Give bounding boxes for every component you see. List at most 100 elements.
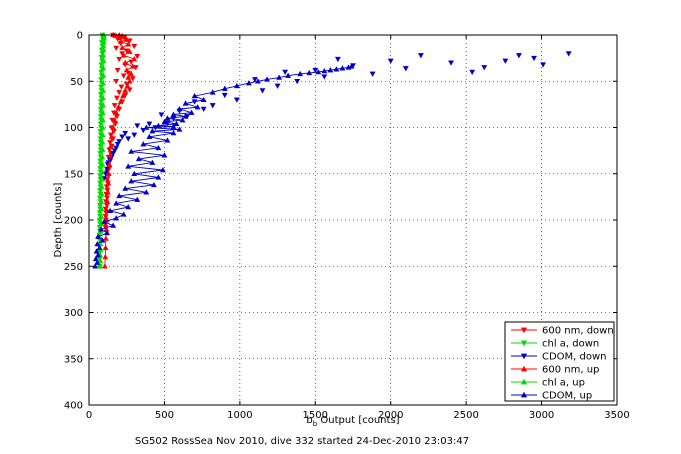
data-point (122, 185, 129, 191)
data-point (294, 79, 301, 85)
data-point (448, 60, 454, 66)
data-point (259, 88, 266, 94)
data-point (116, 56, 123, 63)
data-point (94, 259, 101, 265)
data-point (502, 58, 509, 64)
legend-marker (520, 327, 528, 334)
data-point (113, 109, 120, 115)
data-point (92, 263, 98, 269)
data-point (285, 72, 292, 78)
data-point (98, 191, 105, 197)
data-point (100, 39, 107, 45)
data-point (176, 105, 183, 112)
data-point (315, 68, 322, 75)
legend-marker (520, 353, 528, 360)
data-point (107, 142, 114, 149)
data-point (102, 244, 109, 250)
data-point (540, 62, 546, 68)
data-point (101, 218, 107, 225)
data-point (117, 98, 124, 104)
data-point (106, 161, 113, 167)
data-point (100, 43, 107, 49)
data-point (131, 56, 138, 62)
data-point (99, 146, 106, 152)
legend-marker (520, 378, 528, 385)
y-tick-label: 300 (64, 308, 83, 319)
data-point (119, 44, 126, 51)
data-point (481, 65, 488, 71)
data-point (209, 103, 216, 109)
data-point (114, 67, 121, 74)
data-point (125, 163, 132, 169)
data-point (182, 113, 189, 119)
data-point (99, 161, 106, 167)
data-point (335, 56, 341, 63)
data-point (264, 76, 270, 82)
series-5 (92, 63, 355, 269)
y-tick-label: 200 (64, 216, 83, 227)
data-point (149, 159, 156, 165)
data-point (110, 222, 117, 228)
data-point (128, 178, 135, 184)
data-point (99, 109, 106, 115)
x-tick-label: 1000 (227, 410, 252, 421)
data-point (100, 72, 107, 78)
data-point (134, 196, 141, 202)
data-point (105, 170, 112, 176)
data-point (129, 63, 136, 69)
data-point (98, 213, 104, 219)
data-point (297, 70, 304, 77)
data-point (120, 73, 127, 79)
data-point (110, 124, 117, 130)
data-point (95, 233, 101, 239)
data-point (274, 83, 281, 89)
data-point (110, 151, 117, 157)
data-point (97, 257, 104, 263)
data-point (122, 59, 129, 65)
data-point (100, 57, 107, 64)
data-point (282, 69, 289, 76)
data-point (276, 74, 282, 80)
x-tick-label: 2500 (453, 410, 478, 421)
data-point (119, 134, 126, 140)
data-point (115, 104, 122, 110)
data-point (100, 46, 107, 53)
data-point (134, 123, 141, 129)
x-tick-label: 1500 (303, 410, 328, 421)
data-point (101, 263, 108, 269)
data-point (143, 124, 150, 130)
y-tick-label: 250 (64, 262, 83, 273)
y-tick-label: 400 (64, 401, 83, 412)
data-point (120, 211, 127, 217)
series-layer (92, 31, 572, 270)
data-point (100, 87, 107, 93)
data-point (369, 71, 376, 77)
data-point (93, 248, 100, 254)
data-point (96, 244, 103, 250)
data-point (113, 45, 120, 51)
chart-caption: SG502 RossSea Nov 2010, dive 332 started… (135, 436, 469, 447)
x-axis-label-main: b (306, 415, 312, 426)
data-point (123, 67, 130, 73)
y-tick-label: 100 (64, 123, 83, 134)
data-point (113, 200, 120, 206)
data-point (155, 144, 162, 151)
data-point (111, 117, 118, 123)
legend-marker (520, 365, 528, 372)
data-point (221, 85, 228, 91)
x-tick-label: 2000 (378, 410, 403, 421)
data-point (146, 133, 153, 139)
data-point (98, 226, 104, 232)
data-point (99, 94, 106, 101)
data-point (306, 69, 313, 76)
data-point (125, 136, 132, 142)
legend-box (504, 321, 615, 402)
data-point (114, 141, 121, 148)
y-axis-label: Depth [counts] (53, 182, 64, 257)
data-point (387, 58, 394, 64)
y-tick-label: 350 (64, 354, 83, 365)
data-point (102, 235, 109, 241)
data-point (100, 65, 107, 71)
y-tick-label: 150 (64, 169, 83, 180)
data-point (170, 123, 177, 129)
